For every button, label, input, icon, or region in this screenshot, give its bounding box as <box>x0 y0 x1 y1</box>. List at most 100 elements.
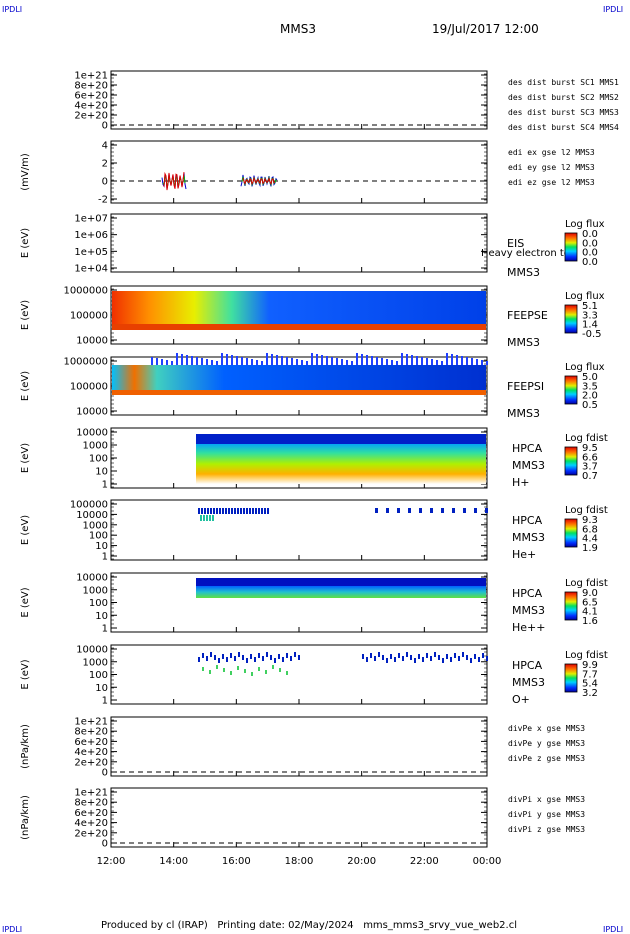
legend-entry: divPi z gse MMS3 <box>508 825 585 834</box>
y-tick-label: 1000000 <box>63 286 108 297</box>
colorbar <box>564 446 578 476</box>
y-tick-label: 2e+20 <box>74 828 108 839</box>
hpca-o-speckle <box>474 654 476 659</box>
hpca-o-speckle <box>406 652 408 657</box>
hpca-o-speckle <box>450 657 452 662</box>
feeps-ion-speckle <box>156 358 158 365</box>
y-tick-label: 4e+20 <box>74 818 108 829</box>
hpca-he-speckle <box>206 515 208 521</box>
y-axis-label: E (eV) <box>20 371 31 401</box>
colorbar-tick-label: 0.0 <box>582 248 598 259</box>
hpca-he-speckle <box>252 508 254 514</box>
hpca-o-speckle <box>279 668 281 672</box>
feeps-ion-speckle <box>376 357 378 365</box>
y-tick-label: 10000 <box>76 573 108 584</box>
plot-datetime: 19/Jul/2017 12:00 <box>432 22 539 36</box>
colorbar-tick-label: 6.8 <box>582 524 598 535</box>
edi-ex-trace <box>163 171 185 191</box>
hpca-o-speckle <box>398 653 400 658</box>
feeps-ion-speckle <box>206 359 208 365</box>
instrument-label: MMS3 <box>512 604 545 617</box>
hpca-o-speckle <box>265 670 267 674</box>
y-axis-label: E (eV) <box>20 515 31 545</box>
y-tick-label: 100 <box>89 598 108 609</box>
y-tick-label: 100 <box>89 454 108 465</box>
feeps-ion-speckle <box>431 359 433 365</box>
hpca-o-speckle <box>470 658 472 663</box>
feeps-ion-speckle <box>286 357 288 365</box>
feeps-ion-speckle <box>241 357 243 365</box>
hpca-o-speckle <box>222 654 224 659</box>
hpca-o-speckle <box>486 656 488 661</box>
hpca-o-speckle <box>466 655 468 660</box>
feeps-ion-speckle <box>396 361 398 365</box>
feeps-ion-speckle <box>471 358 473 365</box>
hpca-o-speckle <box>282 657 284 662</box>
feeps-ion-speckle <box>166 360 168 365</box>
hpca-he-speckle <box>222 508 224 514</box>
panel-frame-hpca-o <box>110 644 488 705</box>
hpca-o-speckle <box>462 652 464 657</box>
hpca-o-speckle <box>378 652 380 657</box>
instrument-label: MMS3 <box>512 531 545 544</box>
legend-entry: des dist burst SC4 MMS4 <box>508 123 619 132</box>
feeps-ion-spectrogram <box>112 365 486 391</box>
y-tick-label: 1e+06 <box>74 230 108 241</box>
hpca-o-speckle <box>216 665 218 669</box>
feeps-ion-speckle <box>461 356 463 365</box>
y-tick-label: 4 <box>102 141 108 152</box>
hpca-o-speckle <box>410 655 412 660</box>
panel-frame-divpe <box>110 716 488 777</box>
hpca-o-speckle <box>238 652 240 657</box>
overlay-label: Heavy electron to <box>481 248 570 259</box>
hpca-he-speckle <box>485 508 488 513</box>
y-tick-label: 0 <box>102 121 108 132</box>
hpca-o-speckle <box>202 653 204 658</box>
y-tick-label: 4e+20 <box>74 101 108 112</box>
hpca-o-speckle <box>250 654 252 659</box>
hpca-o-speckle <box>230 671 232 675</box>
feeps-ion-speckle <box>486 361 488 365</box>
instrument-label: MMS3 <box>507 407 540 420</box>
instrument-label: MMS3 <box>507 336 540 349</box>
feeps-ion-speckle <box>221 353 223 365</box>
corner-label-bottom-right: IPDLI <box>603 925 624 934</box>
hpca-o-speckle <box>254 657 256 662</box>
hpca-he-speckle <box>441 508 444 513</box>
feeps-ion-speckle <box>371 356 373 365</box>
hpca-o-speckle <box>458 656 460 661</box>
legend-entry: edi ex gse l2 MMS3 <box>508 148 595 157</box>
colorbar-tick-label: 3.2 <box>582 688 598 699</box>
legend-entry: des dist burst SC2 MMS2 <box>508 93 619 102</box>
feeps-ion-speckle <box>401 353 403 365</box>
hpca-o-speckle <box>414 658 416 663</box>
feeps-ion-speckle <box>251 359 253 365</box>
colorbar <box>564 375 578 405</box>
y-tick-label: 10000 <box>76 336 108 347</box>
hpca-o-speckle <box>230 653 232 658</box>
feeps-ion-speckle <box>296 359 298 365</box>
hpca-o-speckle <box>426 653 428 658</box>
hpca-he-speckle <box>397 508 400 513</box>
colorbar <box>564 518 578 548</box>
instrument-label: MMS3 <box>512 459 545 472</box>
hpca-o-speckle <box>478 657 480 662</box>
feeps-ion-speckle <box>201 358 203 365</box>
hpca-o-speckle <box>234 656 236 661</box>
y-tick-label: 4e+20 <box>74 747 108 758</box>
x-tick-label: 00:00 <box>473 856 502 867</box>
colorbar-tick-label: 6.6 <box>582 452 598 463</box>
legend-entry: edi ez gse l2 MMS3 <box>508 178 595 187</box>
y-tick-label: 6e+20 <box>74 808 108 819</box>
hpca-he-speckle <box>204 508 206 514</box>
legend-entry: divPe z gse MMS3 <box>508 754 585 763</box>
hpca-he-speckle <box>210 508 212 514</box>
instrument-label: FEEPSI <box>507 380 544 393</box>
hpca-he-speckle <box>212 515 214 521</box>
feeps-ion-speckle <box>276 355 278 365</box>
hpca-he-speckle <box>452 508 455 513</box>
hpca-he-speckle <box>200 515 202 521</box>
colorbar-tick-label: 5.0 <box>582 372 598 383</box>
panel-frame-eis <box>110 213 488 273</box>
hpca-he-speckle <box>198 508 200 514</box>
